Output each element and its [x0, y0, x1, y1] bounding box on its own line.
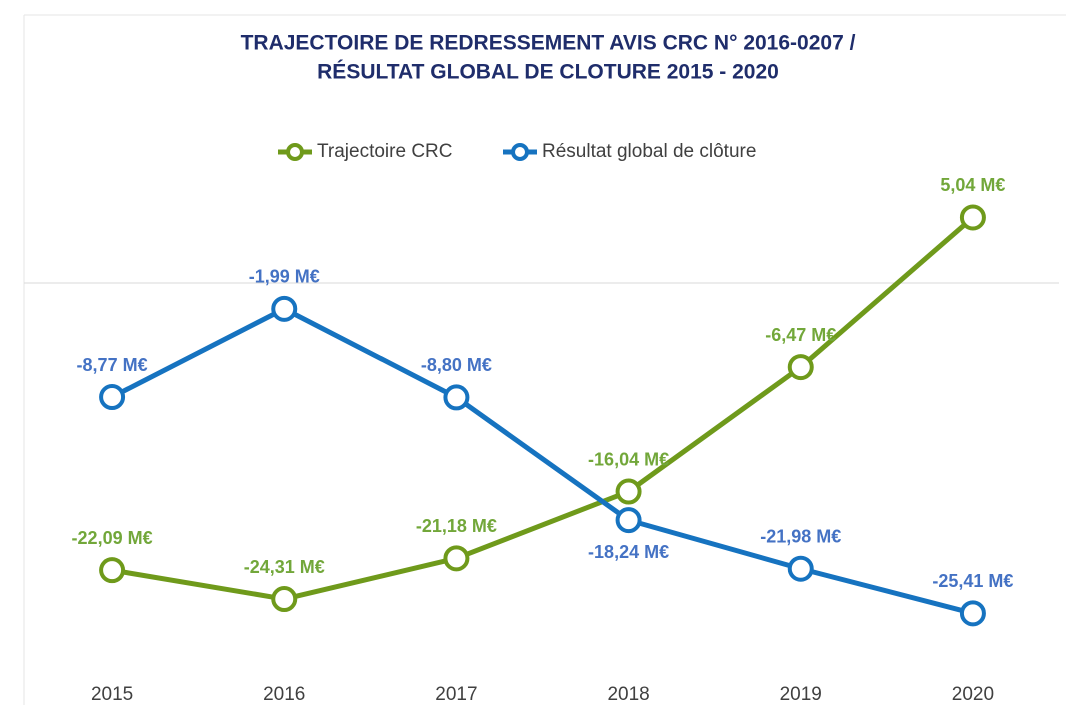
point [271, 586, 298, 613]
value-label: -1,99 M€ [249, 267, 320, 287]
legend-marker [511, 143, 529, 161]
value-label: -6,47 M€ [765, 325, 836, 345]
x-tick-label: 2020 [952, 684, 994, 705]
value-label: -25,41 M€ [932, 571, 1013, 591]
point [787, 555, 814, 582]
series-line [110, 306, 974, 616]
point [443, 545, 470, 572]
chart-title: TRAJECTOIRE DE REDRESSEMENT AVIS CRC N° … [241, 32, 856, 55]
x-tick-label: 2015 [91, 684, 133, 705]
value-label: -21,18 M€ [416, 516, 497, 536]
legend-label: Trajectoire CRC [317, 141, 453, 162]
x-tick-label: 2016 [263, 684, 305, 705]
point [443, 384, 470, 411]
point [271, 295, 298, 322]
value-label: -21,98 M€ [760, 526, 841, 546]
point [959, 600, 986, 627]
value-label: -18,24 M€ [588, 542, 669, 562]
x-tick-label: 2019 [780, 684, 822, 705]
value-label: -8,77 M€ [77, 355, 148, 375]
chart-title: RÉSULTAT GLOBAL DE CLOTURE 2015 - 2020 [317, 61, 779, 84]
series-line [111, 215, 975, 602]
x-tick-label: 2018 [607, 684, 649, 705]
point [787, 354, 814, 381]
x-tick-label: 2017 [435, 684, 477, 705]
value-label: 5,04 M€ [940, 175, 1005, 195]
value-label: -8,80 M€ [421, 355, 492, 375]
value-label: -16,04 M€ [588, 449, 669, 469]
point [99, 384, 126, 411]
legend-marker [286, 143, 304, 161]
point [615, 478, 642, 505]
value-label: -22,09 M€ [72, 528, 153, 548]
point [959, 204, 986, 231]
value-label: -24,31 M€ [244, 557, 325, 577]
point [615, 507, 642, 534]
point [99, 557, 126, 584]
legend-label: Résultat global de clôture [542, 141, 756, 162]
